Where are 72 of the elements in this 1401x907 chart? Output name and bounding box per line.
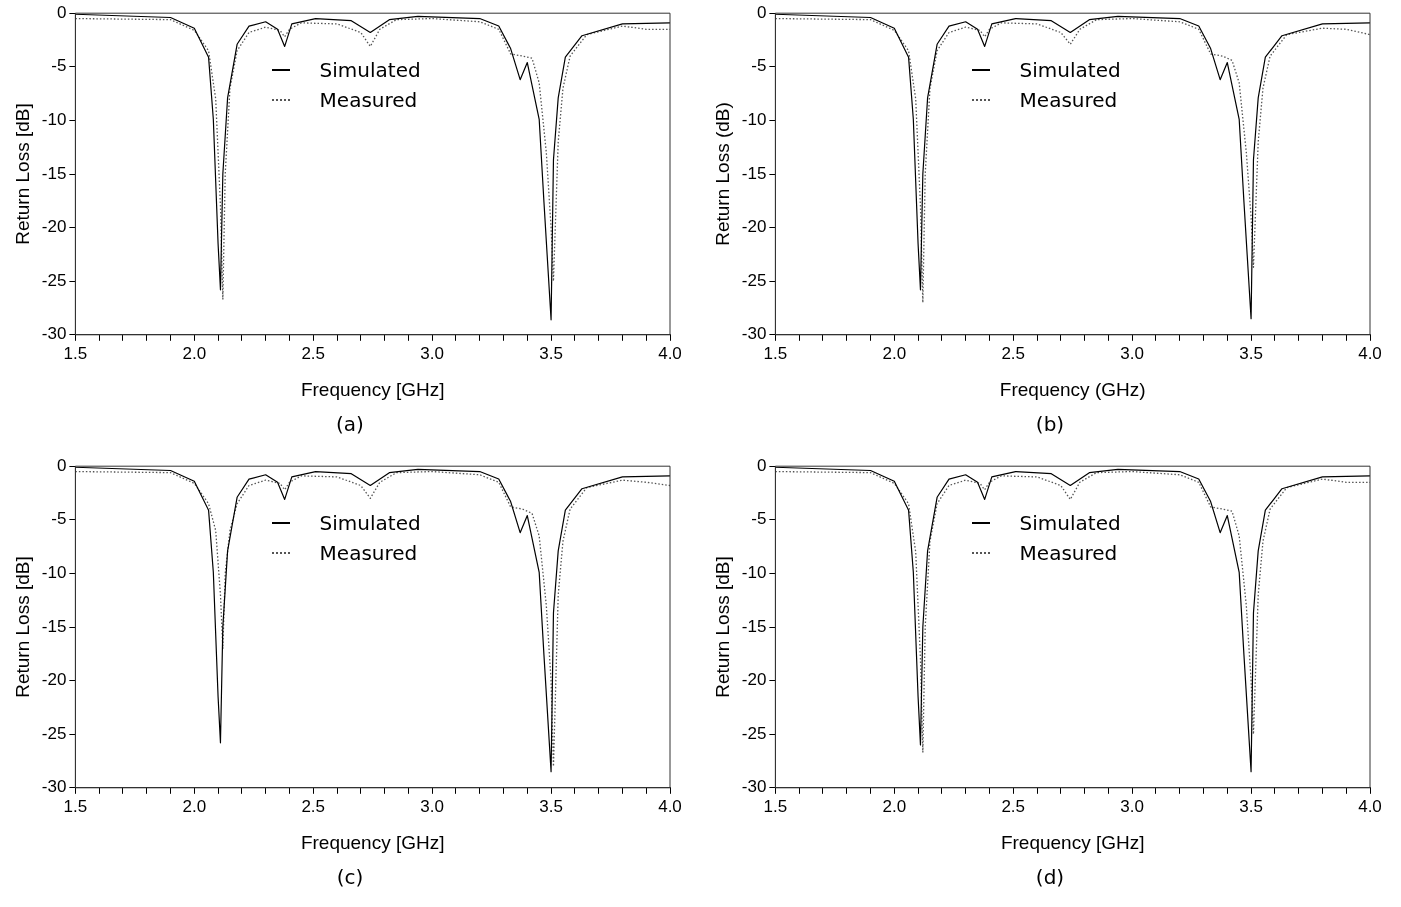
x-tick-label: 1.5	[63, 343, 88, 363]
x-axis-title: Frequency (GHz)	[999, 378, 1146, 400]
x-tick-label: 2.5	[301, 343, 326, 363]
y-tick-label: -15	[741, 616, 767, 636]
y-tick-label: -10	[41, 110, 67, 130]
text: (d)	[1034, 865, 1066, 889]
x-tick-label: 4.0	[658, 343, 682, 363]
y-tick-label: -20	[741, 670, 767, 690]
y-tick-label: -30	[741, 777, 767, 797]
y-tick-label: 0	[56, 455, 67, 475]
y-tick-label: -15	[741, 163, 767, 183]
x-tick-label: 2.5	[1001, 796, 1026, 816]
y-tick-label: -25	[741, 723, 767, 743]
x-tick-label: 4.0	[658, 796, 682, 816]
y-tick-label: -5	[51, 509, 67, 529]
y-axis-title: Return Loss [dB]	[11, 556, 33, 698]
y-tick-label: -30	[741, 324, 767, 344]
y-tick-label: -15	[41, 616, 67, 636]
legend-label: Measured	[319, 87, 418, 112]
y-tick-label: -30	[41, 324, 67, 344]
y-axis-title: Return Loss (dB)	[711, 102, 733, 246]
y-tick-label: 0	[56, 2, 67, 22]
x-tick-label: 4.0	[1358, 796, 1382, 816]
y-tick-label: -5	[751, 509, 767, 529]
x-axis-title: Frequency [GHz]	[1000, 831, 1145, 853]
y-tick-label: -10	[741, 563, 767, 583]
y-tick-label: -25	[41, 723, 67, 743]
legend-label: Measured	[319, 540, 418, 565]
legend-label: Measured	[1019, 540, 1118, 565]
x-tick-label: 3.5	[539, 343, 563, 363]
x-tick-label: 3.5	[1239, 343, 1263, 363]
y-axis-title: Return Loss [dB]	[711, 556, 733, 698]
y-tick-label: -20	[41, 670, 67, 690]
x-tick-label: 2.5	[301, 796, 326, 816]
text: (c)	[335, 865, 365, 889]
legend-label: Simulated	[1019, 57, 1121, 82]
x-tick-label: 3.5	[1239, 796, 1263, 816]
x-tick-label: 3.0	[1120, 796, 1144, 816]
y-tick-label: -25	[41, 270, 67, 290]
y-tick-label: -20	[41, 217, 67, 237]
legend-label: Simulated	[1019, 510, 1121, 535]
y-tick-label: -30	[41, 777, 67, 797]
y-tick-label: -20	[741, 217, 767, 237]
y-tick-label: -5	[51, 56, 67, 76]
legend-label: Simulated	[319, 510, 421, 535]
x-tick-label: 2.0	[182, 796, 207, 816]
x-tick-label: 1.5	[763, 796, 788, 816]
x-tick-label: 4.0	[1358, 343, 1382, 363]
legend-label: Measured	[1019, 87, 1118, 112]
y-tick-label: -10	[741, 110, 767, 130]
y-tick-label: -5	[751, 56, 767, 76]
x-axis-title: Frequency [GHz]	[300, 378, 445, 400]
x-tick-label: 2.0	[882, 343, 907, 363]
text: (b)	[1034, 412, 1066, 436]
x-tick-label: 3.0	[420, 343, 444, 363]
text: (a)	[335, 412, 365, 436]
y-tick-label: -25	[741, 270, 767, 290]
y-tick-label: 0	[756, 455, 767, 475]
x-tick-label: 2.5	[1001, 343, 1026, 363]
y-tick-label: -10	[41, 563, 67, 583]
x-tick-label: 2.0	[182, 343, 207, 363]
x-tick-label: 3.5	[539, 796, 563, 816]
y-tick-label: 0	[756, 2, 767, 22]
x-tick-label: 1.5	[763, 343, 788, 363]
y-tick-label: -15	[41, 163, 67, 183]
x-tick-label: 3.0	[420, 796, 444, 816]
x-tick-label: 3.0	[1120, 343, 1144, 363]
y-axis-title: Return Loss [dB]	[11, 103, 33, 245]
x-tick-label: 1.5	[63, 796, 88, 816]
x-tick-label: 2.0	[882, 796, 907, 816]
x-axis-title: Frequency [GHz]	[300, 831, 445, 853]
legend-label: Simulated	[319, 57, 421, 82]
